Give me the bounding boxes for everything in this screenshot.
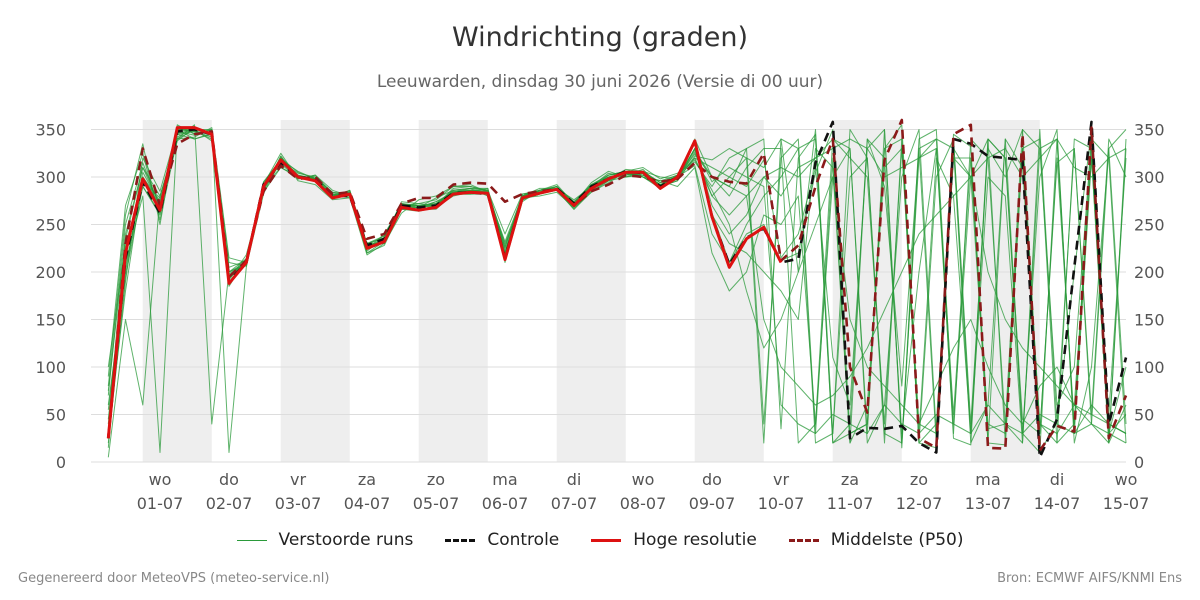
x-tick-day-13: di bbox=[1050, 470, 1065, 489]
x-tick-date-5: 06-07 bbox=[482, 494, 529, 513]
x-tick-date-1: 02-07 bbox=[206, 494, 253, 513]
y-tick-label-left-50: 50 bbox=[46, 406, 66, 425]
x-tick-day-5: ma bbox=[492, 470, 517, 489]
legend-swatch-ensemble bbox=[236, 539, 267, 541]
footer-generated-by: Gegenereerd door MeteoVPS (meteo-service… bbox=[18, 571, 330, 586]
x-axis: wo 01-07 do 02-07 vr 03-07 za 04-07 zo 05-07 ma 06-… bbox=[137, 470, 1150, 513]
footer-source: Bron: ECMWF AIFS/KNMI Ens bbox=[997, 571, 1182, 586]
x-tick-date-9: 10-07 bbox=[758, 494, 805, 513]
weekend-band-6 bbox=[970, 120, 1040, 462]
weekend-band-0 bbox=[142, 120, 212, 462]
legend-label-ensemble: Verstoorde runs bbox=[278, 530, 414, 550]
x-tick-day-6: di bbox=[567, 470, 582, 489]
x-tick-day-4: zo bbox=[427, 470, 445, 489]
x-tick-day-0: wo bbox=[149, 470, 172, 489]
y-tick-label-left-0: 0 bbox=[56, 453, 66, 472]
legend-swatch-hires bbox=[591, 538, 622, 542]
y-tick-label-left-200: 200 bbox=[35, 263, 66, 282]
y-axis-left: 0 50 100 150 200 250 300 350 bbox=[35, 121, 66, 473]
x-tick-day-10: za bbox=[841, 470, 859, 489]
y-tick-label-right-150: 150 bbox=[1134, 311, 1165, 330]
series-line-median bbox=[107, 118, 1128, 452]
legend-item-control: Controle bbox=[445, 530, 559, 550]
y-tick-label-right-350: 350 bbox=[1134, 121, 1165, 140]
y-tick-label-right-200: 200 bbox=[1134, 263, 1165, 282]
y-tick-label-right-250: 250 bbox=[1134, 216, 1165, 235]
y-tick-label-right-300: 300 bbox=[1134, 168, 1165, 187]
x-tick-date-14: 15-07 bbox=[1103, 494, 1150, 513]
x-tick-date-13: 14-07 bbox=[1034, 494, 1081, 513]
x-tick-date-12: 13-07 bbox=[965, 494, 1012, 513]
x-tick-date-8: 09-07 bbox=[689, 494, 736, 513]
x-tick-day-8: do bbox=[702, 470, 722, 489]
x-tick-day-1: do bbox=[219, 470, 239, 489]
x-tick-day-3: za bbox=[358, 470, 376, 489]
weekend-band-2 bbox=[418, 120, 488, 462]
y-tick-label-right-0: 0 bbox=[1134, 453, 1144, 472]
x-tick-day-14: wo bbox=[1115, 470, 1138, 489]
legend-swatch-median bbox=[788, 538, 819, 542]
x-tick-date-10: 11-07 bbox=[827, 494, 874, 513]
x-tick-day-7: wo bbox=[632, 470, 655, 489]
legend-item-median: Middelste (P50) bbox=[788, 530, 964, 550]
x-tick-date-2: 03-07 bbox=[275, 494, 322, 513]
y-tick-label-right-100: 100 bbox=[1134, 358, 1165, 377]
x-tick-date-4: 05-07 bbox=[413, 494, 460, 513]
x-tick-day-11: zo bbox=[910, 470, 928, 489]
y-axis-right: 0 50 100 150 200 250 300 350 bbox=[1134, 121, 1165, 473]
legend-label-hires: Hoge resolutie bbox=[633, 530, 757, 550]
chart-title: Windrichting (graden) bbox=[451, 22, 749, 53]
chart-legend: Verstoorde runs Controle Hoge resolutie … bbox=[0, 530, 1200, 550]
y-tick-label-left-300: 300 bbox=[35, 168, 66, 187]
x-tick-day-12: ma bbox=[975, 470, 1000, 489]
x-tick-day-9: vr bbox=[773, 470, 789, 489]
ensemble-member-10 bbox=[107, 127, 1127, 444]
x-tick-date-7: 08-07 bbox=[620, 494, 667, 513]
y-tick-label-left-250: 250 bbox=[35, 216, 66, 235]
legend-label-median: Middelste (P50) bbox=[830, 530, 964, 550]
x-tick-date-3: 04-07 bbox=[344, 494, 391, 513]
x-tick-date-0: 01-07 bbox=[137, 494, 184, 513]
y-tick-label-right-50: 50 bbox=[1134, 406, 1154, 425]
x-tick-date-11: 12-07 bbox=[896, 494, 943, 513]
x-tick-day-2: vr bbox=[290, 470, 306, 489]
y-tick-label-left-150: 150 bbox=[35, 311, 66, 330]
chart-subtitle: Leeuwarden, dinsdag 30 juni 2026 (Versie… bbox=[376, 72, 824, 92]
y-tick-label-left-350: 350 bbox=[35, 121, 66, 140]
y-tick-label-left-100: 100 bbox=[35, 358, 66, 377]
legend-label-control: Controle bbox=[487, 530, 560, 550]
legend-item-hires: Hoge resolutie bbox=[591, 530, 757, 550]
series-line-hires bbox=[106, 126, 783, 439]
main-series-lines bbox=[106, 118, 1128, 459]
x-tick-date-6: 07-07 bbox=[551, 494, 598, 513]
legend-item-ensemble: Verstoorde runs bbox=[236, 530, 414, 550]
legend-swatch-control bbox=[445, 538, 476, 542]
weekend-band-3 bbox=[556, 120, 626, 462]
